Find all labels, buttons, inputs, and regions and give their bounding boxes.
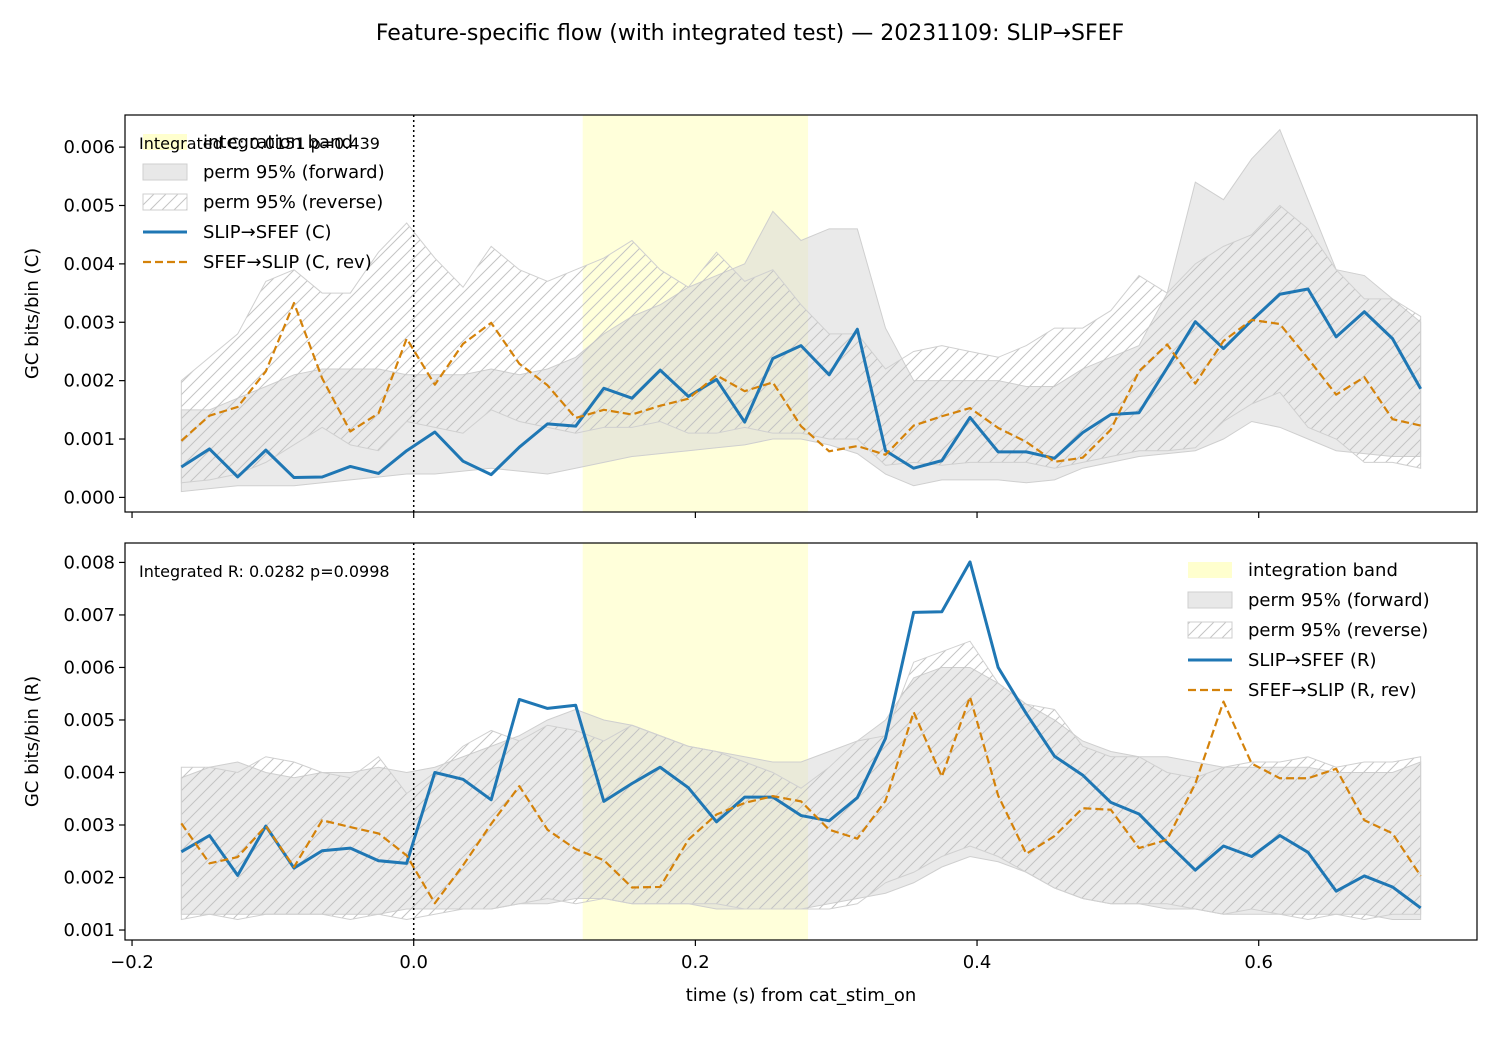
y-tick-label: 0.004	[63, 762, 115, 783]
integrated-annotation: Integrated R: 0.0282 p=0.0998	[139, 562, 390, 581]
legend-label: SLIP→SFEF (C)	[203, 222, 332, 243]
x-tick-label: −0.2	[110, 952, 154, 973]
y-tick-label: 0.005	[63, 195, 115, 216]
y-tick-label: 0.007	[63, 605, 115, 626]
y-tick-label: 0.001	[63, 920, 115, 941]
y-tick-label: 0.004	[63, 254, 115, 275]
y-tick-label: 0.002	[63, 868, 115, 889]
legend-swatch-band	[1188, 562, 1232, 578]
legend-swatch-perm-forward	[1187, 591, 1233, 609]
legend-swatch-perm-reverse	[142, 193, 188, 211]
legend-label: perm 95% (reverse)	[1248, 620, 1428, 641]
panel-r: 0.001 0.002 0.003 0.004 0.005 0.006 0.007 0.008…	[22, 542, 1478, 973]
x-tick-label: 0.2	[681, 952, 710, 973]
y-tick-label: 0.002	[63, 371, 115, 392]
y-tick-label: 0.003	[63, 815, 115, 836]
plot-area	[180, 115, 1422, 512]
series-line-reverse	[180, 301, 1421, 463]
legend-label: SFEF→SLIP (R, rev)	[1248, 680, 1417, 701]
axes-frame	[124, 542, 1478, 941]
integrated-annotation: Integrated C: 0.0151 p=0.439	[139, 134, 380, 153]
plot-area	[180, 543, 1422, 940]
y-tick-label: 0.001	[63, 429, 115, 450]
y-tick-label: 0.008	[63, 552, 115, 573]
legend-swatch-band	[143, 134, 187, 150]
figure-title: Feature-specific flow (with integrated t…	[376, 21, 1124, 46]
x-tick-label: 0.0	[399, 952, 428, 973]
legend-label: integration band	[203, 132, 353, 153]
y-tick-label: 0.003	[63, 312, 115, 333]
series-line-forward	[180, 287, 1422, 480]
y-axis-label: GC bits/bin (C)	[22, 248, 43, 379]
legend-label: perm 95% (forward)	[1248, 590, 1430, 611]
perm-reverse-band	[180, 640, 1422, 921]
series-line-reverse	[180, 695, 1422, 905]
legend-swatch-perm-forward	[142, 163, 188, 181]
legend-label: perm 95% (forward)	[203, 162, 385, 183]
legend-swatch-perm-reverse	[1187, 621, 1233, 639]
legend-label: integration band	[1248, 560, 1398, 581]
x-tick-label: 0.4	[963, 952, 992, 973]
axes-frame	[124, 114, 1478, 513]
panel-c: 0.000 0.001 0.002 0.003 0.004 0.005 0.006 GC bi…	[22, 114, 1478, 518]
x-axis-label: time (s) from cat_stim_on	[686, 985, 917, 1006]
y-tick-label: 0.005	[63, 710, 115, 731]
legend-label: perm 95% (reverse)	[203, 192, 383, 213]
y-tick-label: 0.006	[63, 137, 115, 158]
legend-label: SFEF→SLIP (C, rev)	[203, 252, 372, 273]
legend: integration band perm 95% (forward) perm 9…	[1187, 560, 1430, 701]
legend-label: SLIP→SFEF (R)	[1248, 650, 1376, 671]
y-tick-label: 0.006	[63, 657, 115, 678]
y-tick-label: 0.000	[63, 487, 115, 508]
series-line-forward	[180, 560, 1422, 910]
legend: integration band perm 95% (forward) perm 9…	[142, 132, 385, 273]
y-axis-label: GC bits/bin (R)	[22, 676, 43, 807]
x-tick-label: 0.6	[1244, 952, 1273, 973]
